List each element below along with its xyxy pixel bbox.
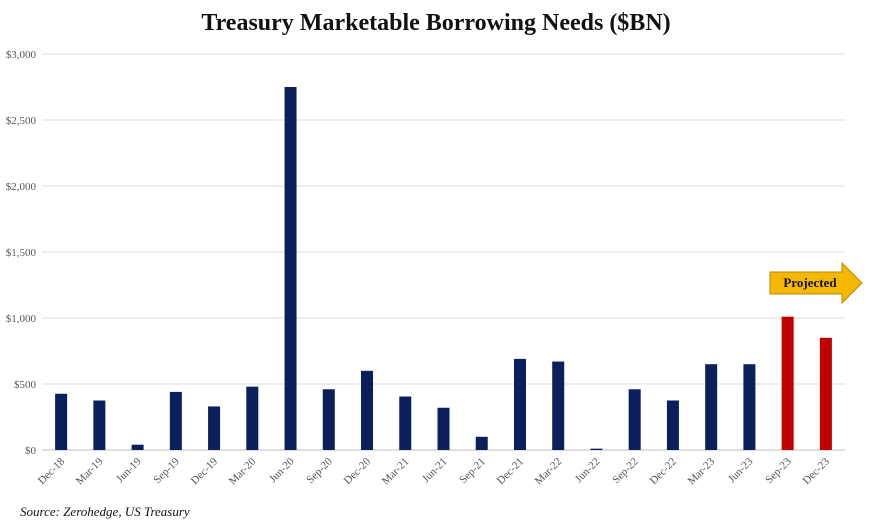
x-tick-label: Dec-20 (342, 455, 374, 487)
projected-label: Projected (783, 275, 837, 290)
x-tick-label: Mar-19 (74, 455, 106, 487)
bar-jun-22 (590, 448, 603, 450)
bar-dec-19 (208, 406, 221, 450)
bar-jun-21 (437, 407, 450, 450)
x-tick-label: Dec-23 (801, 455, 833, 487)
x-tick-label: Dec-18 (36, 455, 68, 487)
x-tick-label: Dec-22 (648, 456, 679, 487)
x-tick-label: Jun-19 (114, 455, 144, 485)
bars (55, 87, 832, 450)
bar-mar-22 (552, 361, 565, 450)
bar-dec-22 (666, 400, 679, 450)
x-tick-label: Mar-21 (380, 456, 412, 488)
x-tick-label: Sep-23 (763, 455, 794, 486)
y-tick-label: $0 (25, 445, 37, 457)
x-tick-label: Dec-21 (495, 456, 526, 487)
y-axis-ticks: $0 $500 $1,000 $1,500 $2,000 $2,500 $3,000 (6, 49, 37, 457)
bar-sep-20 (322, 389, 335, 450)
bar-sep-21 (475, 436, 488, 450)
bar-jun-20 (284, 87, 297, 450)
bar-dec-18 (55, 393, 68, 450)
x-tick-label: Sep-19 (151, 455, 182, 486)
x-tick-label: Sep-21 (457, 456, 488, 487)
x-tick-label: Jun-20 (267, 455, 297, 485)
x-tick-label: Jun-22 (573, 456, 603, 486)
x-tick-label: Mar-22 (533, 456, 565, 488)
bar-sep-22 (628, 389, 641, 450)
chart-title: Treasury Marketable Borrowing Needs ($BN… (201, 10, 671, 36)
bar-mar-20 (246, 386, 259, 450)
bar-dec-23 (819, 337, 832, 450)
bar-dec-20 (361, 370, 374, 450)
x-tick-label: Sep-22 (610, 456, 641, 487)
y-tick-label: $500 (14, 379, 37, 391)
x-tick-label: Mar-20 (227, 455, 259, 487)
bar-jun-23 (743, 364, 756, 450)
gridlines (42, 53, 845, 451)
bar-mar-19 (93, 400, 106, 450)
y-tick-label: $1,000 (6, 313, 37, 325)
x-axis-ticks: Dec-18 Mar-19 Jun-19 Sep-19 Dec-19 Mar-20 Jun-… (36, 455, 832, 487)
projected-annotation: Projected (769, 261, 863, 305)
x-tick-label: Mar-23 (686, 455, 718, 487)
bar-sep-19 (169, 391, 182, 450)
source-note: Source: Zerohedge, US Treasury (20, 504, 190, 519)
bar-dec-21 (513, 358, 526, 450)
bar-jun-19 (131, 444, 144, 450)
y-tick-label: $1,500 (6, 247, 37, 259)
y-tick-label: $2,000 (6, 181, 37, 193)
x-tick-label: Sep-20 (304, 455, 335, 486)
bar-mar-21 (399, 396, 412, 450)
y-tick-label: $3,000 (6, 49, 37, 61)
y-tick-label: $2,500 (6, 115, 37, 127)
projected-arrow-icon (769, 261, 863, 305)
x-tick-label: Jun-23 (726, 455, 756, 485)
bar-mar-23 (705, 364, 718, 450)
bar-sep-23 (781, 316, 794, 450)
x-tick-label: Jun-21 (420, 456, 450, 486)
x-tick-label: Dec-19 (189, 455, 221, 487)
